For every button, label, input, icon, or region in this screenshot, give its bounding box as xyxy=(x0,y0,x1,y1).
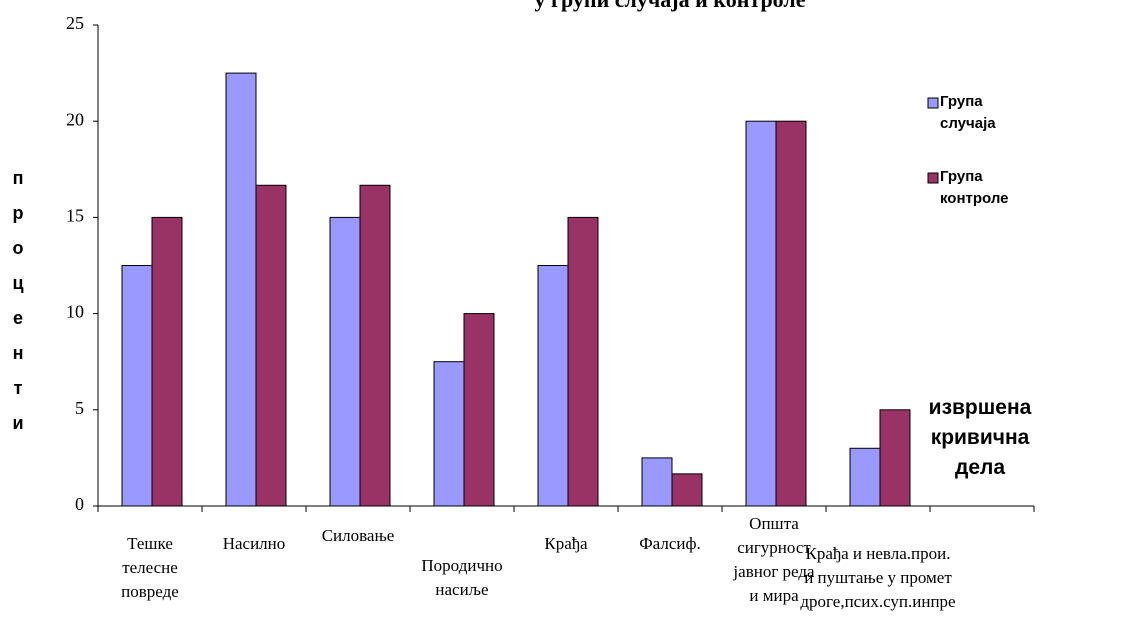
bar xyxy=(879,409,911,507)
x-tick-label: и пуштање у промет xyxy=(804,568,952,587)
x-tick-label: телесне xyxy=(122,558,178,577)
annotation-line: извршена xyxy=(928,396,1032,419)
bar xyxy=(567,216,599,507)
bar xyxy=(641,457,673,507)
bar xyxy=(537,265,569,507)
y-tick-label: 25 xyxy=(66,13,84,33)
bar xyxy=(329,216,361,507)
legend-swatch xyxy=(927,97,939,109)
chart-title: у групи случаја и контроле xyxy=(535,0,806,12)
bar xyxy=(359,184,391,507)
y-tick-label: 15 xyxy=(66,206,84,226)
x-tick-label: Фалсиф. xyxy=(639,534,701,553)
x-tick-label: јавног реда xyxy=(732,562,815,581)
x-tick-label: повреде xyxy=(121,582,179,601)
bar xyxy=(121,265,153,507)
bar xyxy=(671,473,703,507)
x-tick-label: Општа xyxy=(749,514,799,533)
y-tick-label: 20 xyxy=(66,109,84,129)
x-tick-label: насиље xyxy=(435,580,488,599)
annotation-line: дела xyxy=(954,456,1006,479)
annotation-line: кривична xyxy=(930,426,1030,449)
y-tick-label: 5 xyxy=(75,398,84,418)
bar xyxy=(433,361,465,507)
bar xyxy=(151,216,183,507)
y-tick-label: 10 xyxy=(66,302,84,322)
bar xyxy=(849,447,881,507)
x-tick-label: Насилно xyxy=(223,534,286,553)
bar xyxy=(255,184,287,507)
y-tick-label: 0 xyxy=(75,494,84,514)
bar xyxy=(775,120,807,507)
x-tick-label: сигурност xyxy=(737,538,811,557)
legend-swatch xyxy=(927,172,939,184)
annotation: извршена кривична дела xyxy=(900,393,1060,483)
bar xyxy=(745,120,777,507)
y-axis-label: проценти xyxy=(8,168,28,448)
x-tick-label: и мира xyxy=(749,586,799,605)
x-tick-label: Крађа xyxy=(544,534,588,553)
x-tick-label: Породично xyxy=(421,556,502,575)
legend-label: Група случаја xyxy=(940,93,996,132)
bar xyxy=(463,313,495,507)
bar xyxy=(225,72,257,507)
x-tick-label: дроге,псих.суп.инпре xyxy=(800,592,955,611)
legend-label: Група контроле xyxy=(940,168,1009,207)
x-tick-label: Силовање xyxy=(322,526,395,545)
x-tick-label: Тешке xyxy=(127,534,173,553)
x-tick-label: Крађа и невла.прои. xyxy=(806,544,951,563)
